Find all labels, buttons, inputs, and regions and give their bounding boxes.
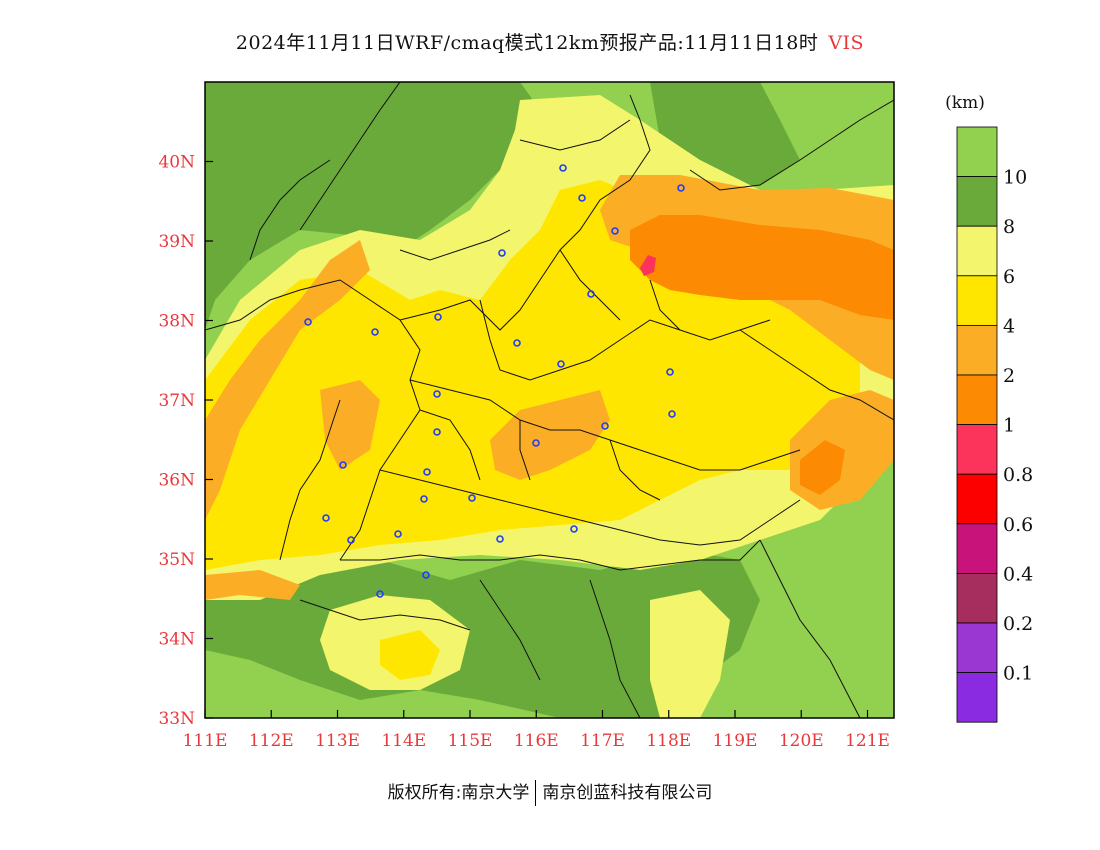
legend-swatch <box>956 523 998 574</box>
x-tick-label: 116E <box>514 731 559 751</box>
field-1-2-coast <box>800 440 845 495</box>
legend-label: 8 <box>1003 216 1015 238</box>
field-lt1-spot <box>640 255 656 276</box>
y-tick-label: 37N <box>158 391 195 411</box>
legend-swatch <box>956 126 998 177</box>
footer-separator <box>535 780 537 806</box>
legend: (km) 10 8 6 4 2 1 0.8 0.6 0.4 0.2 0.1 <box>945 93 1033 723</box>
legend-unit: (km) <box>945 93 985 113</box>
legend-swatch <box>956 176 998 227</box>
legend-swatch <box>956 622 998 673</box>
station-markers <box>304 164 685 598</box>
legend-label: 6 <box>1003 266 1015 288</box>
legend-swatch <box>956 225 998 277</box>
x-tick-label: 115E <box>448 731 493 751</box>
x-tick-label: 113E <box>315 731 360 751</box>
x-tick-label: 120E <box>779 731 824 751</box>
legend-label: 1 <box>1003 415 1015 437</box>
title-text: 2024年11月11日WRF/cmaq模式12km预报产品:11月11日18时 <box>235 32 819 54</box>
x-axis: 111E 112E 113E 114E 115E 116E 117E 118E 119E 120E… <box>183 710 890 751</box>
field-8-10-northwest <box>205 82 540 330</box>
legend-swatch <box>956 424 998 475</box>
x-tick-label: 114E <box>381 731 426 751</box>
visibility-field <box>205 82 894 718</box>
y-tick-label: 39N <box>158 232 195 252</box>
footer: 版权所有:南京大学 南京创蓝科技有限公司 <box>0 778 1100 806</box>
field-2-4-central-west <box>320 380 380 470</box>
field-4-6-south <box>380 630 440 680</box>
x-tick-label: 117E <box>580 731 625 751</box>
legend-label: 10 <box>1003 167 1027 189</box>
copyright-left: 版权所有:南京大学 <box>387 783 530 803</box>
legend-labels: 10 8 6 4 2 1 0.8 0.6 0.4 0.2 0.1 <box>1003 167 1033 685</box>
x-tick-label: 119E <box>713 731 758 751</box>
page-title: 2024年11月11日WRF/cmaq模式12km预报产品:11月11日18时 V… <box>0 28 1100 55</box>
y-axis: 33N 34N 35N 36N 37N 38N 39N 40N <box>158 153 213 729</box>
legend-label: 4 <box>1003 315 1015 337</box>
legend-swatch <box>956 275 998 326</box>
legend-swatch <box>956 374 998 425</box>
field-2-4-west <box>205 240 370 520</box>
legend-label: 2 <box>1003 365 1015 387</box>
legend-colorbar <box>956 126 998 723</box>
field-2-4-central <box>490 390 610 480</box>
boundary-lines <box>205 82 894 718</box>
legend-label: 0.6 <box>1003 514 1033 536</box>
y-tick-label: 35N <box>158 550 195 570</box>
field-2-4-southwest <box>205 570 300 600</box>
legend-label: 0.4 <box>1003 563 1033 585</box>
legend-label: 0.2 <box>1003 613 1033 635</box>
x-tick-label: 121E <box>845 731 890 751</box>
legend-label: 0.1 <box>1003 663 1033 685</box>
x-tick-label: 111E <box>183 731 228 751</box>
y-tick-label: 34N <box>158 630 195 650</box>
copyright-right: 南京创蓝科技有限公司 <box>542 783 713 803</box>
y-tick-label: 38N <box>158 312 195 332</box>
legend-swatch <box>956 573 998 624</box>
field-1-2-northeast <box>630 215 894 320</box>
legend-swatch <box>956 672 998 723</box>
x-tick-label: 112E <box>249 731 294 751</box>
y-tick-label: 36N <box>158 471 195 491</box>
legend-label: 0.8 <box>1003 464 1033 486</box>
x-tick-label: 118E <box>646 731 691 751</box>
legend-swatch <box>956 473 998 525</box>
variable-label: VIS <box>828 32 865 54</box>
y-tick-label: 40N <box>158 153 195 173</box>
field-6-8-south-strip <box>650 590 730 718</box>
y-tick-label: 33N <box>158 709 195 729</box>
legend-swatch <box>956 324 998 376</box>
